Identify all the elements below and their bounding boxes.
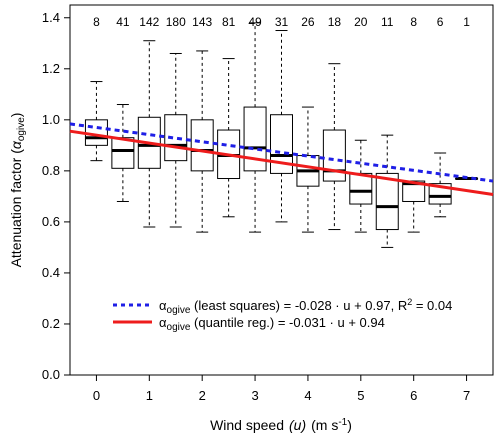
box [243, 106, 267, 172]
legend-text: (quantile reg.) = -0.031 · u + 0.94 [190, 315, 384, 330]
sample-count-label: 18 [328, 15, 342, 29]
box [190, 119, 214, 172]
legend-alpha: α [159, 298, 167, 313]
box [270, 114, 293, 174]
x-axis-label: Wind speed (u) (m s-1) [210, 417, 352, 433]
boxes-layer [84, 22, 479, 248]
x-label-unit: (m s [311, 417, 338, 433]
legend-alpha-sub: ogive [167, 305, 191, 316]
legend: αogive (least squares) = -0.028 · u + 0.… [113, 297, 452, 333]
sample-count-label: 6 [437, 15, 444, 29]
box [402, 180, 426, 202]
sample-count-label: 81 [222, 15, 236, 29]
x-label-unit-close: ) [347, 417, 352, 433]
sample-count-label: 11 [381, 15, 394, 29]
sample-count-label: 20 [354, 15, 368, 29]
legend-entry-least-squares: αogive (least squares) = -0.028 · u + 0.… [159, 297, 452, 316]
legend-alpha-sub: ogive [167, 322, 191, 333]
plot-frame [69, 4, 494, 376]
x-label-main: Wind speed [210, 417, 284, 433]
y-axis: 0.0 0.2 0.4 0.6 0.8 1.0 1.2 1.4 [42, 10, 70, 382]
sample-count-label: 41 [116, 15, 130, 29]
sample-count-label: 26 [301, 15, 315, 29]
x-tick-label: 2 [199, 388, 206, 403]
y-tick-label: 0.6 [42, 214, 60, 229]
sample-count-label: 49 [248, 15, 262, 29]
sample-count-label: 142 [139, 15, 159, 29]
sample-count-label: 8 [93, 15, 100, 29]
sample-count-label: 143 [192, 15, 212, 29]
sample-count-label: 8 [410, 15, 417, 29]
x-axis: 0 1 2 3 4 5 6 7 [93, 375, 470, 403]
legend-alpha: α [159, 315, 167, 330]
x-tick-label: 3 [251, 388, 258, 403]
y-label-sub: ogive [16, 117, 27, 141]
sample-counts-layer: 8 41 142 180 143 81 49 31 26 18 20 11 8 6 1 [93, 15, 470, 29]
regression-lines-layer [69, 122, 494, 196]
y-tick-label: 1.4 [42, 10, 60, 25]
y-tick-label: 0.8 [42, 163, 60, 178]
y-tick-label: 1.2 [42, 61, 60, 76]
sample-count-label: 31 [275, 15, 289, 29]
y-axis-label: Attenuation factor (αogive) [8, 113, 27, 268]
y-tick-label: 0.4 [42, 265, 60, 280]
y-tick-label: 1.0 [42, 112, 60, 127]
legend-text: (least squares) = -0.028 · u + 0.97, R [190, 298, 407, 313]
legend-r2-sup: 2 [407, 297, 412, 307]
regression-line-least-squares [69, 122, 494, 183]
x-label-unit-sup: -1 [338, 417, 347, 428]
sample-count-label: 180 [166, 15, 186, 29]
x-tick-label: 7 [463, 388, 470, 403]
x-label-var: (u) [289, 417, 306, 433]
box [375, 172, 399, 231]
y-label-alpha: α [8, 140, 24, 149]
y-tick-label: 0.0 [42, 367, 60, 382]
y-label-close: ) [8, 113, 24, 118]
x-tick-label: 5 [357, 388, 364, 403]
x-tick-label: 0 [93, 388, 100, 403]
box [349, 172, 373, 205]
regression-line-quantile [69, 129, 494, 196]
x-tick-label: 1 [146, 388, 153, 403]
x-tick-label: 4 [304, 388, 311, 403]
y-tick-label: 0.2 [42, 316, 60, 331]
y-label-main: Attenuation factor ( [8, 149, 24, 268]
legend-entry-quantile: αogive (quantile reg.) = -0.031 · u + 0.… [159, 315, 385, 333]
sample-count-label: 1 [463, 15, 470, 29]
box [322, 129, 346, 182]
box [111, 137, 135, 169]
x-tick-label: 6 [410, 388, 417, 403]
legend-tail: = 0.04 [412, 298, 452, 313]
